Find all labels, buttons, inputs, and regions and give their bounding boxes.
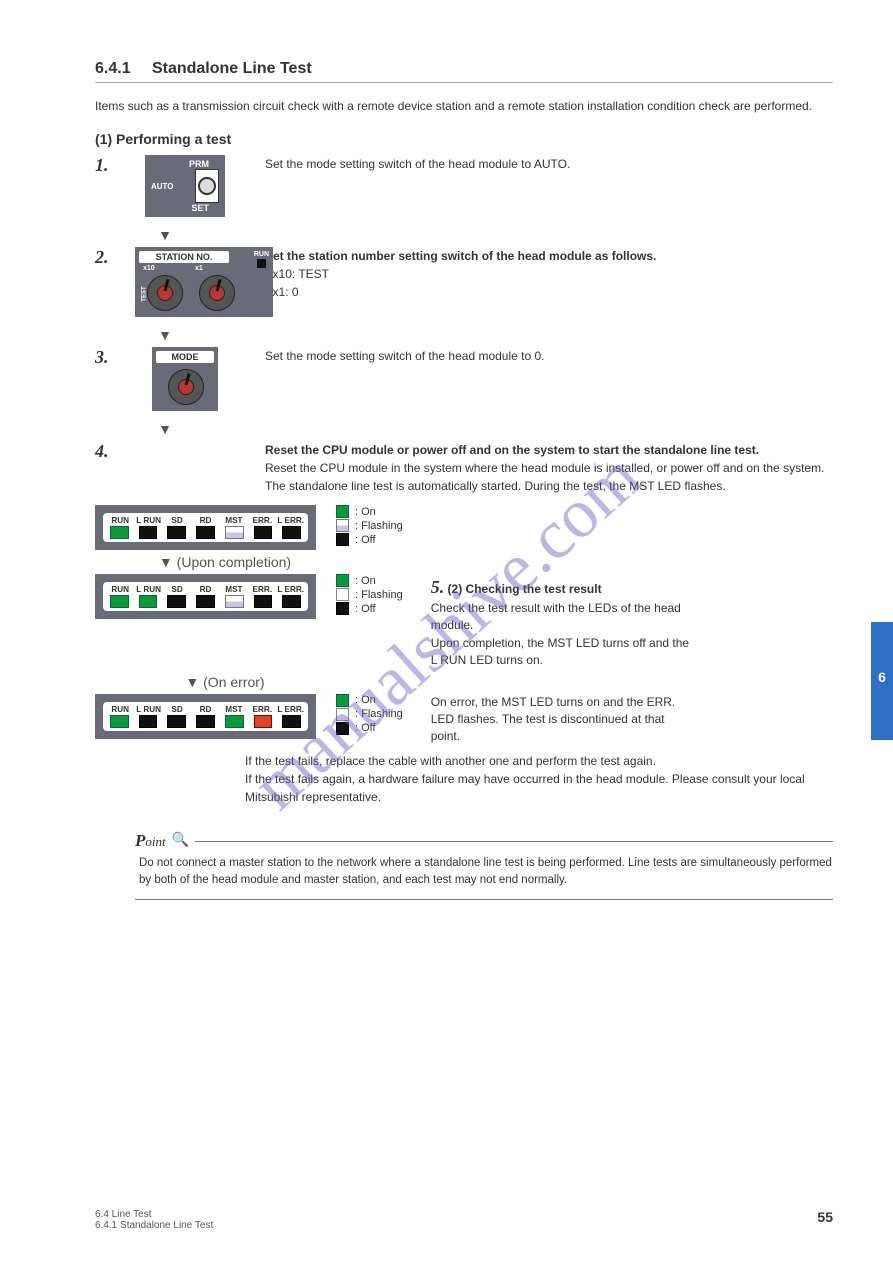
legend-3: : On : Flashing : Off (336, 694, 403, 736)
subsection-title: (1) Performing a test (95, 131, 833, 147)
step-4: 4. Reset the CPU module or power off and… (95, 441, 833, 495)
step-3-text: Set the mode setting switch of the head … (235, 347, 833, 365)
led-panel-error: RUNL RUN SDRD MSTERR. L ERR. : On : Flas… (95, 694, 833, 746)
divider (95, 82, 833, 83)
legend-2: : On : Flashing : Off (336, 574, 403, 616)
station-no-label: STATION NO. (139, 251, 229, 263)
step-2: 2. STATION NO. RUN x10 TEST x1 (95, 247, 833, 317)
mode-label: MODE (156, 351, 214, 363)
led-panel-completed: RUNL RUN SDRD MSTERR. L ERR. : On : Flas… (95, 574, 833, 670)
dial-x10: x10 TEST (139, 265, 187, 313)
run-badge: RUN (254, 251, 269, 268)
section-heading: 6.4.1 Standalone Line Test (95, 60, 833, 78)
step-1-num: 1. (95, 155, 135, 176)
mode-dial-diagram: MODE (152, 347, 218, 411)
panel3-desc: On error, the MST LED turns on and the E… (431, 695, 676, 744)
section-title: Standalone Line Test (152, 60, 312, 77)
panel2-desc: Upon completion, the MST LED turns off a… (431, 636, 689, 667)
step-2-text: Set the station number setting switch of… (235, 247, 833, 301)
section-intro: Items such as a transmission circuit che… (95, 97, 833, 115)
page-number: 55 (817, 1209, 833, 1231)
legend-1: : On : Flashing : Off (336, 505, 403, 547)
arrow-completed: ▼ (Upon completion) (95, 554, 355, 570)
step-1-text: Set the mode setting switch of the head … (235, 155, 833, 173)
auto-label: AUTO (151, 182, 174, 191)
arrow-error: ▼ (On error) (95, 674, 355, 690)
arrow-icon: ▼ (95, 327, 235, 343)
step-3-num: 3. (95, 347, 135, 368)
prm-switch-diagram: PRM AUTO SET (145, 155, 225, 217)
dial-x1: x1 (191, 265, 239, 313)
led-panel-during-test: RUNL RUN SDRD MSTERR. L ERR. : On : Flas… (95, 505, 833, 550)
step-4-text: Reset the CPU module or power off and on… (235, 441, 833, 495)
result-intro: Check the test result with the LEDs of t… (431, 601, 681, 632)
step-4-num: 4. (95, 441, 135, 462)
prm-label: PRM (151, 159, 219, 169)
step-1: 1. PRM AUTO SET Set the mode setting swi… (95, 155, 833, 217)
arrow-icon: ▼ (95, 227, 235, 243)
point-callout: Point 🔍 Do not connect a master station … (135, 831, 833, 901)
error-note: If the test fails, replace the cable wit… (245, 752, 825, 806)
station-no-diagram: STATION NO. RUN x10 TEST x1 (135, 247, 273, 317)
section-number: 6.4.1 (95, 60, 131, 77)
magnifier-icon: 🔍 (172, 832, 189, 849)
step-3: 3. MODE Set the mode setting switch of t… (95, 347, 833, 411)
arrow-icon: ▼ (95, 421, 235, 437)
page-footer: 6.4 Line Test 6.4.1 Standalone Line Test… (95, 1209, 833, 1231)
step-2-num: 2. (95, 247, 135, 268)
set-label: SET (151, 203, 219, 213)
point-body: Do not connect a master station to the n… (135, 855, 833, 890)
result-title: (2) Checking the test result (448, 582, 602, 596)
